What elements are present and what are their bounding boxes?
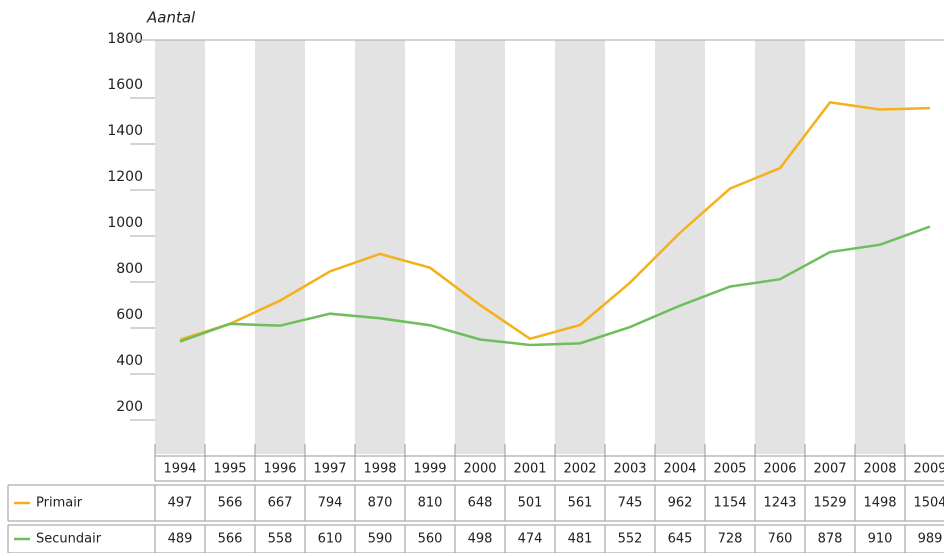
y-tick-label: 600 (116, 307, 143, 323)
value-label: 1154 (713, 496, 746, 511)
x-tick-label: 1999 (413, 462, 446, 477)
y-tick-label: 1400 (107, 123, 143, 139)
value-label: 1504 (913, 496, 944, 511)
value-label: 610 (318, 532, 343, 547)
value-label: 501 (518, 496, 543, 511)
series-line (179, 100, 931, 341)
value-label: 1243 (763, 496, 796, 511)
x-tick-label: 1995 (213, 462, 246, 477)
value-label: 558 (268, 532, 293, 547)
value-label: 794 (318, 496, 343, 511)
legend-label: Primair (36, 496, 83, 511)
value-label: 474 (518, 532, 543, 547)
y-tick-label: 1600 (107, 77, 143, 93)
series-line (179, 225, 931, 347)
y-tick-label: 1800 (107, 31, 143, 47)
value-label: 645 (668, 532, 693, 547)
value-label: 561 (568, 496, 593, 511)
value-label: 989 (918, 532, 943, 547)
value-label: 552 (618, 532, 643, 547)
column-band (355, 40, 405, 454)
value-label: 962 (668, 496, 693, 511)
y-tick-label: 1000 (107, 215, 143, 231)
value-label: 910 (868, 532, 893, 547)
x-tick-label: 2006 (763, 462, 796, 477)
value-label: 1498 (863, 496, 896, 511)
value-label: 760 (768, 532, 793, 547)
column-band (155, 40, 205, 454)
value-label: 590 (368, 532, 393, 547)
value-label: 648 (468, 496, 493, 511)
value-label: 498 (468, 532, 493, 547)
y-axis-title: Aantal (146, 9, 196, 27)
x-tick-label: 1998 (363, 462, 396, 477)
y-tick-label: 1200 (107, 169, 143, 185)
value-label: 481 (568, 532, 593, 547)
column-band (655, 40, 705, 454)
x-tick-label: 2009 (913, 462, 944, 477)
x-tick-label: 2003 (613, 462, 646, 477)
column-band (455, 40, 505, 454)
value-label: 878 (818, 532, 843, 547)
x-tick-label: 2002 (563, 462, 596, 477)
value-label: 1529 (813, 496, 846, 511)
value-label: 667 (268, 496, 293, 511)
value-label: 870 (368, 496, 393, 511)
x-tick-label: 2007 (813, 462, 846, 477)
column-band (555, 40, 605, 454)
value-label: 728 (718, 532, 743, 547)
value-label: 560 (418, 532, 443, 547)
y-tick-label: 400 (116, 353, 143, 369)
column-band (255, 40, 305, 454)
x-tick-label: 2004 (663, 462, 696, 477)
x-tick-label: 1996 (263, 462, 296, 477)
x-tick-label: 2005 (713, 462, 746, 477)
value-label: 566 (218, 496, 243, 511)
legend-label: Secundair (36, 532, 102, 547)
y-tick-label: 200 (116, 399, 143, 415)
y-tick-label: 800 (116, 261, 143, 277)
value-label: 810 (418, 496, 443, 511)
x-tick-label: 2001 (513, 462, 546, 477)
value-label: 566 (218, 532, 243, 547)
value-label: 489 (168, 532, 193, 547)
value-label: 497 (168, 496, 193, 511)
x-tick-label: 1997 (313, 462, 346, 477)
value-label: 745 (618, 496, 643, 511)
column-band (755, 40, 805, 454)
x-tick-label: 2008 (863, 462, 896, 477)
x-tick-label: 2000 (463, 462, 496, 477)
x-tick-label: 1994 (163, 462, 196, 477)
